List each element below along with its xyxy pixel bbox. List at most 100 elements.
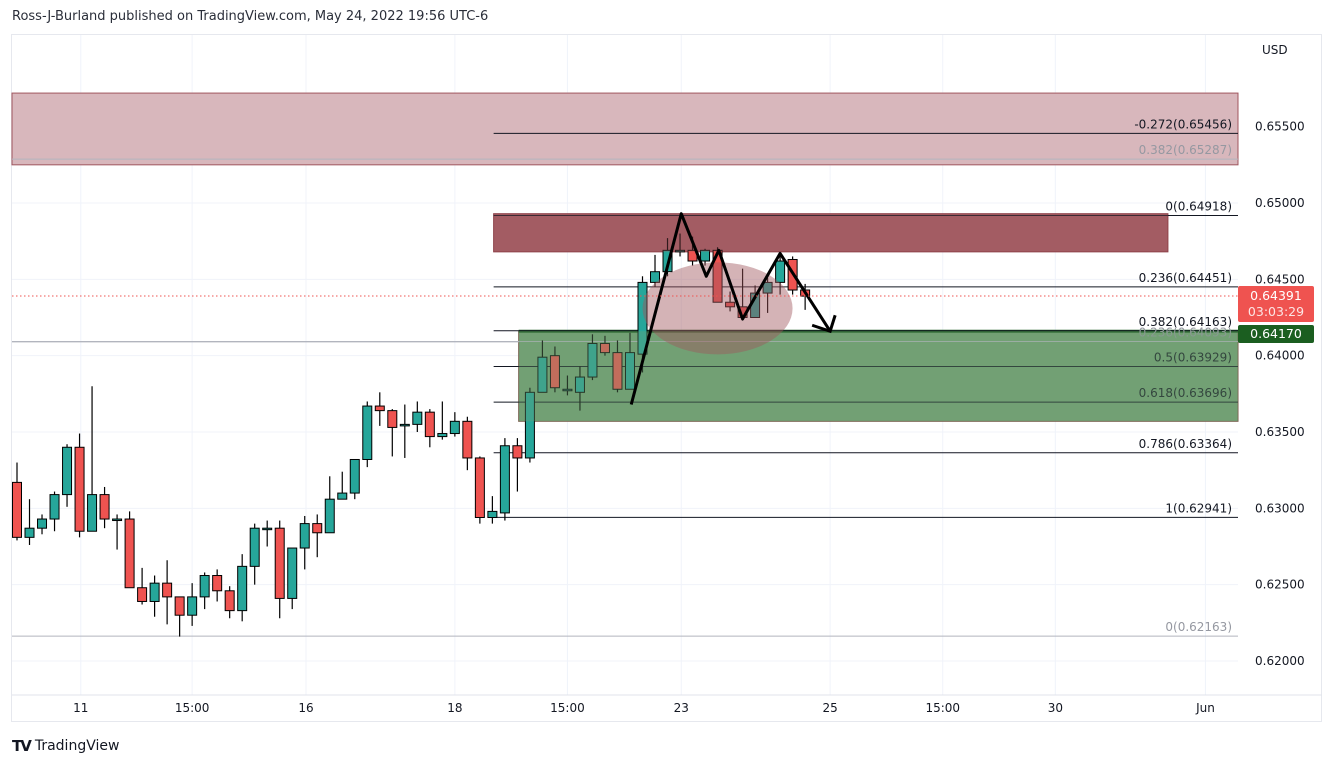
- time-tick-label: 30: [1048, 701, 1063, 715]
- candle-up: [112, 518, 123, 522]
- price-tick-label: 0.63500: [1255, 425, 1305, 439]
- fib-label: 0.382(0.64163): [1139, 315, 1232, 329]
- double-top-pattern-line: [629, 212, 832, 405]
- candle-down: [224, 590, 235, 612]
- chart-frame: [11, 34, 1322, 722]
- fib-label: 0.786(0.63364): [1139, 437, 1232, 451]
- candle-down: [387, 410, 398, 428]
- candle-up: [87, 494, 98, 532]
- candle-up: [624, 352, 635, 390]
- fib-label: 0.382(0.65287): [1139, 143, 1232, 157]
- support-zone-tint: [518, 331, 1238, 422]
- double-top-ellipse: [642, 262, 793, 355]
- candle-up: [675, 249, 686, 253]
- candle-down: [424, 411, 435, 438]
- candle-down: [74, 446, 85, 532]
- candle-up: [149, 582, 160, 602]
- candle-up: [499, 445, 510, 514]
- bar-countdown: 03:03:29: [1247, 304, 1305, 319]
- tradingview-logo-icon: TV: [12, 737, 32, 755]
- time-axis: 11 15:00 16 18 15:00 23 25 15:00 30 Jun: [12, 694, 1322, 715]
- currency-label: USD: [1262, 43, 1288, 57]
- candle-up: [337, 492, 348, 500]
- fib-levels: -0.272(0.65456) 0.382(0.65287) 0(0.64918) 0…: [12, 117, 1238, 637]
- candle-down: [374, 405, 385, 412]
- candle-up: [187, 596, 198, 616]
- candle-up: [762, 281, 773, 294]
- fib-label: -0.272(0.65456): [1134, 117, 1232, 131]
- price-tick-label: 0.64000: [1255, 349, 1305, 363]
- price-tick-label: 0.62000: [1255, 654, 1305, 668]
- candle-down: [99, 494, 110, 520]
- candle-up: [49, 494, 60, 520]
- time-tick-label: 15:00: [925, 701, 960, 715]
- publish-header: Ross-J-Burland published on TradingView.…: [12, 9, 489, 24]
- candle-up: [237, 565, 248, 612]
- candle-up: [24, 527, 35, 538]
- time-tick-label: 25: [823, 701, 838, 715]
- candle-up: [700, 249, 711, 262]
- fib-label: 0.5(0.63929): [1154, 351, 1232, 365]
- price-tick-label: 0.65000: [1255, 196, 1305, 210]
- candle-up: [637, 281, 648, 355]
- candle-up: [537, 356, 548, 393]
- candle-down: [725, 301, 736, 308]
- current-price-value: 0.64391: [1250, 288, 1302, 303]
- candle-down: [612, 352, 623, 390]
- candle-up: [299, 523, 310, 549]
- candle-up: [287, 547, 298, 599]
- candle-down: [599, 342, 610, 354]
- price-tick-label: 0.63000: [1255, 501, 1305, 515]
- candle-down: [462, 420, 473, 459]
- candle-down: [124, 518, 135, 589]
- candle-down: [162, 582, 173, 598]
- support-price-badge: 0.64170: [1238, 325, 1314, 343]
- candle-up: [449, 420, 460, 435]
- candle-up: [199, 575, 210, 598]
- fib-label: 0.236(0.64451): [1139, 271, 1232, 285]
- price-tick-label: 0.64500: [1255, 272, 1305, 286]
- support-price-value: 0.64170: [1250, 326, 1302, 341]
- time-tick-label: Jun: [1195, 701, 1215, 715]
- pattern-drawing: [12, 212, 1238, 405]
- candle-down: [474, 457, 485, 519]
- candle-down: [512, 445, 523, 459]
- fib-label: 1(0.62941): [1165, 501, 1232, 515]
- candle-up: [349, 458, 360, 494]
- candle-up: [249, 527, 260, 567]
- candle-up: [524, 391, 535, 459]
- fib-label: 0.236(0.64093): [1139, 325, 1232, 339]
- candle-down: [312, 523, 323, 534]
- candle-up: [437, 433, 448, 438]
- candle-up: [362, 405, 373, 460]
- candle-up: [412, 411, 423, 425]
- resistance-zone-tint: [493, 213, 1168, 252]
- candle-up: [650, 271, 661, 283]
- candle-up: [399, 423, 410, 427]
- price-tick-label: 0.62500: [1255, 578, 1305, 592]
- price-tick-label: 0.65500: [1255, 120, 1305, 134]
- candle-down: [549, 355, 560, 389]
- candle-down: [274, 527, 285, 599]
- candle-down: [137, 587, 148, 602]
- price-axis: 0.65500 0.65000 0.64500 0.64000 0.63500 0.630…: [1255, 120, 1305, 668]
- candle-up: [62, 446, 73, 496]
- tradingview-brand: TradingView: [34, 738, 120, 754]
- time-tick-label: 11: [73, 701, 88, 715]
- candle-up: [574, 376, 585, 393]
- time-tick-label: 15:00: [175, 701, 210, 715]
- tradingview-logo[interactable]: TV TradingView: [12, 737, 119, 755]
- candle-up: [262, 527, 273, 531]
- candles: [12, 213, 1238, 637]
- fib-label: 0(0.64918): [1165, 200, 1232, 214]
- fib-label: 0.618(0.63696): [1139, 386, 1232, 400]
- time-tick-label: 23: [674, 701, 689, 715]
- candle-down: [12, 481, 22, 538]
- upper-supply-zone: [11, 92, 1239, 166]
- candle-up: [487, 510, 498, 519]
- time-tick-label: 16: [298, 701, 313, 715]
- fib-label: 0(0.62163): [1165, 620, 1232, 634]
- candle-up: [324, 498, 335, 534]
- candle-up: [775, 260, 786, 283]
